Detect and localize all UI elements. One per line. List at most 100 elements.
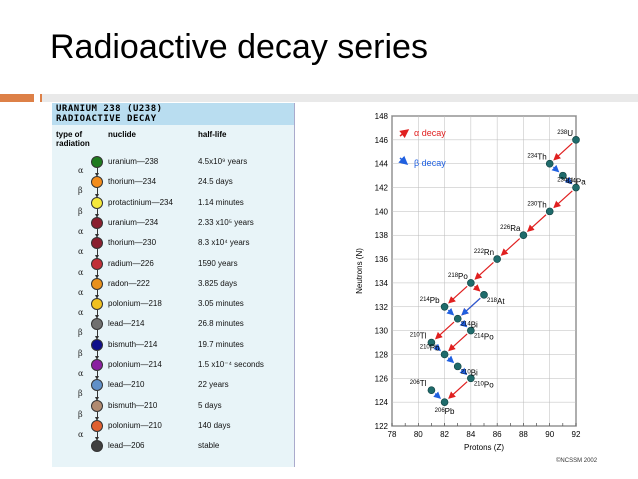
- nuclide-point-label: 238U: [557, 129, 573, 138]
- decay-arrow: [95, 437, 99, 442]
- nuclide-name: thorium—230: [108, 238, 157, 248]
- nuclide-name: polonium—218: [108, 299, 162, 309]
- beta-decay-arrow: [446, 355, 455, 364]
- decay-connector: [97, 391, 98, 398]
- beta-decay-arrow: [446, 307, 455, 316]
- half-life-value: 3.05 minutes: [198, 299, 244, 309]
- nuclide-point: [572, 136, 580, 144]
- nuclide-ball: [91, 176, 103, 189]
- beta-decay-arrow: [564, 176, 573, 185]
- nuclide-point-label: 230Th: [527, 200, 546, 209]
- nuclide-name: bismuth—214: [108, 339, 158, 349]
- nuclide-point: [467, 279, 475, 287]
- decay-connector: [97, 350, 98, 357]
- nuclide-point: [467, 374, 475, 383]
- nuclide-point: [519, 231, 528, 240]
- decay-connector: [97, 188, 98, 195]
- decay-connector: [97, 371, 98, 378]
- nuclide-point: [440, 350, 449, 359]
- decay-arrow: [95, 376, 99, 381]
- nuclide-point-label: 210Pb: [420, 343, 440, 352]
- decay-connector: [97, 269, 98, 276]
- nuclide-name: radon—222: [108, 278, 150, 288]
- nuclide-ball: [91, 237, 103, 250]
- nuclide-name: uranium—238: [108, 157, 159, 166]
- nuclide-point: [572, 183, 580, 192]
- nuclide-ball: [91, 318, 103, 331]
- alpha-decay-arrow: [500, 238, 521, 256]
- title-rule: [40, 94, 638, 102]
- decay-arrow: [95, 315, 99, 320]
- decay-type-label: β: [78, 348, 83, 358]
- nuclide-point: [545, 159, 554, 168]
- nuclide-name: lead—214: [108, 319, 145, 329]
- decay-arrow: [95, 234, 99, 239]
- alpha-decay-arrow: [553, 190, 573, 209]
- nuclide-name: bismuth—210: [108, 400, 158, 410]
- y-tick-label: 128: [375, 350, 389, 359]
- decay-arrow: [95, 213, 99, 218]
- nuclide-point-label: 226Ra: [500, 224, 521, 233]
- alpha-decay-arrow: [553, 142, 573, 161]
- x-tick-label: 86: [493, 430, 502, 439]
- nuclide-ball: [91, 196, 103, 209]
- y-tick-label: 126: [375, 374, 389, 383]
- col-nuclide-header: nuclide: [108, 130, 137, 139]
- copyright-credit: ©NCSSM 2002: [556, 458, 598, 464]
- nuclide-point: [440, 398, 449, 406]
- nuclide-point: [453, 362, 462, 371]
- decay-arrow: [95, 396, 99, 401]
- nuclide-name: polonium—214: [108, 360, 162, 369]
- decay-arrow: [95, 193, 99, 198]
- beta-decay-arrow: [433, 343, 442, 352]
- x-tick-label: 78: [388, 430, 397, 439]
- y-tick-label: 122: [375, 422, 389, 431]
- nuclide-point: [559, 171, 567, 180]
- beta-decay-arrow: [551, 164, 560, 173]
- half-life-value: 1590 years: [198, 258, 238, 268]
- nuclide-ball: [91, 359, 103, 371]
- decay-arrow: [95, 416, 99, 421]
- decay-connector: [97, 411, 98, 418]
- x-tick-label: 92: [572, 430, 581, 439]
- decay-type-label: α: [78, 287, 84, 297]
- nuclide-ball: [91, 338, 103, 351]
- half-life-value: 3.825 days: [198, 278, 238, 288]
- nuclide-point-label: 234Pa: [566, 178, 586, 187]
- legend-beta-label: β decay: [414, 158, 446, 168]
- decay-connector: [97, 310, 98, 317]
- half-life-value: 140 days: [198, 420, 231, 430]
- table-title-line2: RADIOACTIVE DECAY: [56, 114, 157, 124]
- decay-connector: [97, 289, 98, 297]
- nuclide-ball: [91, 399, 103, 412]
- nuclide-name: radium—226: [108, 258, 154, 268]
- decay-arrow: [95, 356, 99, 360]
- nuclide-point: [427, 338, 436, 347]
- nuclide-name: lead—206: [108, 441, 145, 451]
- nuclide-point: [440, 302, 449, 311]
- legend-alpha-arrow: [399, 129, 410, 139]
- nuclide-point: [480, 291, 488, 299]
- decay-table-panel: [52, 103, 295, 467]
- decay-connector: [97, 208, 98, 215]
- nuclide-name: protactinium—234: [108, 197, 173, 207]
- decay-type-label: α: [78, 429, 84, 439]
- y-tick-label: 148: [375, 112, 389, 121]
- half-life-value: 8.3 x10⁴ years: [198, 238, 250, 248]
- y-tick-label: 138: [375, 231, 389, 240]
- alpha-decay-arrow: [474, 261, 494, 280]
- y-tick-label: 140: [375, 207, 389, 216]
- half-life-value: 22 years: [198, 380, 229, 390]
- decay-type-label: β: [78, 206, 83, 216]
- half-life-value: 24.5 days: [198, 177, 233, 187]
- beta-decay-arrow: [459, 367, 468, 376]
- nuclide-name: lead—210: [108, 380, 145, 390]
- beta-decay-arrow: [433, 391, 442, 399]
- decay-arrow: [95, 274, 99, 279]
- y-tick-label: 124: [375, 398, 389, 407]
- alpha-decay-arrow: [434, 321, 455, 340]
- nuclide-point-label: 206Pb: [435, 407, 455, 416]
- decay-type-label: α: [78, 166, 84, 175]
- decay-connector: [97, 168, 98, 175]
- x-tick-label: 82: [440, 430, 449, 439]
